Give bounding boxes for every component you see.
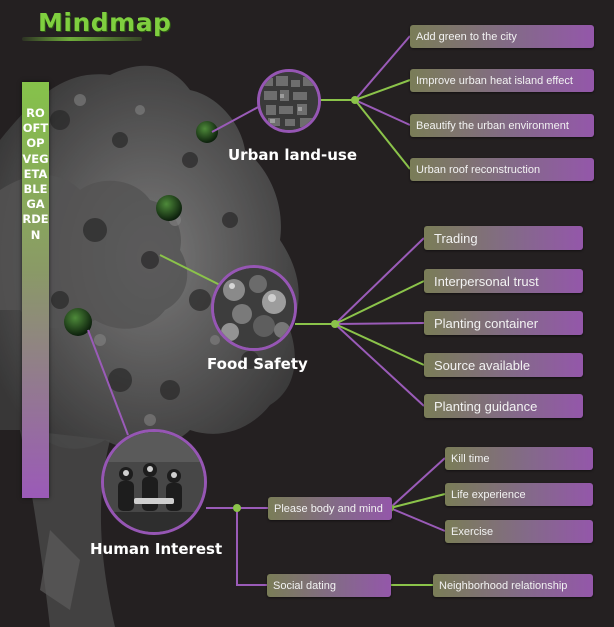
human-item-exercise: Exercise	[445, 520, 593, 543]
banner-title: ROOFTOP VEGETABLE GARDEN	[22, 106, 49, 242]
urban-item-4: Urban roof reconstruction	[410, 158, 594, 181]
food-item-trading: Trading	[424, 226, 583, 250]
branch-social-dating: Social dating	[267, 574, 391, 597]
vertical-title-banner: ROOFTOP VEGETABLE GARDEN	[22, 82, 49, 498]
food-item-planting-guidance: Planting guidance	[424, 394, 583, 418]
branch-please-body-and-mind: Please body and mind	[268, 497, 392, 520]
human-item-kill-time: Kill time	[445, 447, 593, 470]
apple-decorations	[64, 121, 218, 336]
logo-underline	[22, 37, 142, 41]
topic-urban-land-use: Urban land-use	[228, 146, 358, 164]
topic-food-safety: Food Safety	[207, 355, 308, 373]
human-item-neighborhood-relationship: Neighborhood relationship	[433, 574, 593, 597]
urban-land-use-photo	[257, 69, 321, 133]
topic-human-interest: Human Interest	[90, 540, 223, 558]
food-item-source-available: Source available	[424, 353, 583, 377]
human-interest-photo	[101, 429, 207, 535]
human-item-life-experience: Life experience	[445, 483, 593, 506]
people-gathering-icon	[104, 432, 204, 532]
urban-item-2: Improve urban heat island effect	[410, 69, 594, 92]
vegetables-icon	[214, 268, 294, 348]
food-item-planting-container: Planting container	[424, 311, 583, 335]
mindmap-logo: Mindmap	[38, 8, 172, 37]
urban-item-1: Add green to the city	[410, 25, 594, 48]
urban-item-3: Beautify the urban environment	[410, 114, 594, 137]
city-aerial-icon	[260, 72, 318, 130]
food-safety-photo	[211, 265, 297, 351]
food-item-interpersonal-trust: Interpersonal trust	[424, 269, 583, 293]
